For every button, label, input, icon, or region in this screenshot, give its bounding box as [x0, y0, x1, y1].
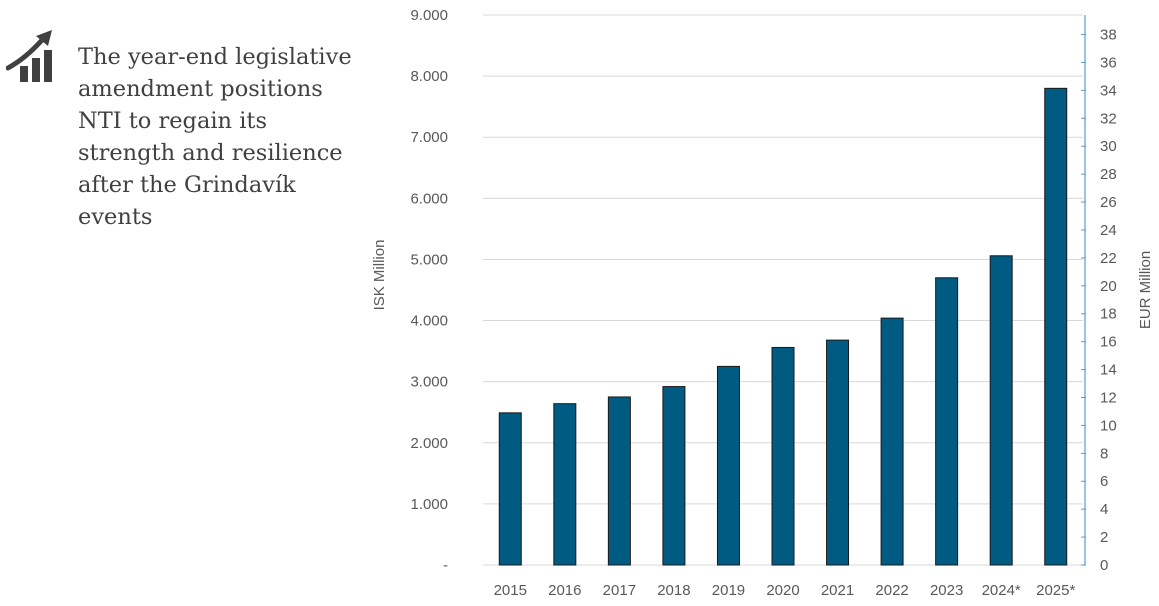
- y2-tick-label: 12: [1100, 389, 1117, 406]
- bar-2024: [989, 255, 1013, 566]
- y-axis-title: ISK Million: [371, 240, 388, 311]
- y2-tick-label: 22: [1100, 250, 1117, 267]
- bar-2022: [880, 317, 904, 566]
- y2-tick-label: 0: [1100, 557, 1108, 574]
- bar-2020: [771, 346, 795, 566]
- x-tick-label: 2024*: [982, 582, 1021, 599]
- y-tick-label: 9.000: [410, 7, 448, 24]
- y-tick-label: 5.000: [410, 251, 448, 268]
- bar-2017: [607, 396, 631, 566]
- y-tick-label: 8.000: [410, 68, 448, 85]
- x-tick-label: 2019: [712, 582, 745, 599]
- y2-tick-label: 4: [1100, 501, 1108, 518]
- y2-tick-label: 26: [1100, 194, 1117, 211]
- x-tick-label: 2018: [657, 582, 690, 599]
- x-tick-label: 2025*: [1036, 582, 1075, 599]
- x-tick-labels: 2015 2016 2017 2018 2019 2020 2021 2022 2023 2024…: [494, 582, 1076, 599]
- y2-tick-label: 32: [1100, 110, 1117, 127]
- y2-tick-label: 16: [1100, 334, 1117, 351]
- y2-tick-label: 24: [1100, 222, 1117, 239]
- y2-tick-label: 18: [1100, 306, 1117, 323]
- y2-tick-label: 34: [1100, 82, 1117, 99]
- y-tick-label: 6.000: [410, 190, 448, 207]
- bar-2025: [1044, 87, 1068, 566]
- bar-2016: [553, 403, 577, 566]
- y-tick-label: 4.000: [410, 313, 448, 330]
- y2-tick-label: 6: [1100, 473, 1108, 490]
- bar-2021: [826, 339, 850, 566]
- secondary-y-axis-title: EUR Million: [1137, 251, 1154, 329]
- growth-chart-icon: [6, 30, 52, 82]
- y2-tick-label: 8: [1100, 445, 1108, 462]
- y2-tick-label: 2: [1100, 529, 1108, 546]
- y2-tick-label: 10: [1100, 417, 1117, 434]
- y2-tick-label: 14: [1100, 362, 1117, 379]
- x-tick-label: 2015: [494, 582, 527, 599]
- y-tick-label: 2.000: [410, 435, 448, 452]
- y2-tick-label: 20: [1100, 278, 1117, 295]
- x-tick-label: 2022: [875, 582, 908, 599]
- y2-tick-label: 28: [1100, 166, 1117, 183]
- y2-tick-label: 30: [1100, 138, 1117, 155]
- bar-2018: [662, 386, 686, 566]
- bar-2019: [716, 365, 740, 566]
- bar-2015: [498, 412, 522, 566]
- x-tick-label: 2023: [930, 582, 963, 599]
- x-tick-label: 2016: [548, 582, 581, 599]
- x-tick-label: 2020: [766, 582, 799, 599]
- y-tick-label: 7.000: [410, 129, 448, 146]
- callout-text: The year-end legislative amendment posit…: [78, 44, 352, 230]
- y2-tick-label: 36: [1100, 54, 1117, 71]
- x-tick-label: 2017: [603, 582, 636, 599]
- y-tick-label: 3.000: [410, 374, 448, 391]
- y-tick-label: -: [443, 557, 448, 574]
- y2-tick-label: 38: [1100, 27, 1117, 44]
- x-tick-label: 2021: [821, 582, 854, 599]
- y-tick-labels: - 1.000 2.000 3.000 4.000 5.000 6.000 7.000 8.00…: [410, 7, 448, 574]
- bars: [498, 87, 1068, 566]
- bar-2023: [935, 277, 959, 566]
- y-tick-label: 1.000: [410, 496, 448, 513]
